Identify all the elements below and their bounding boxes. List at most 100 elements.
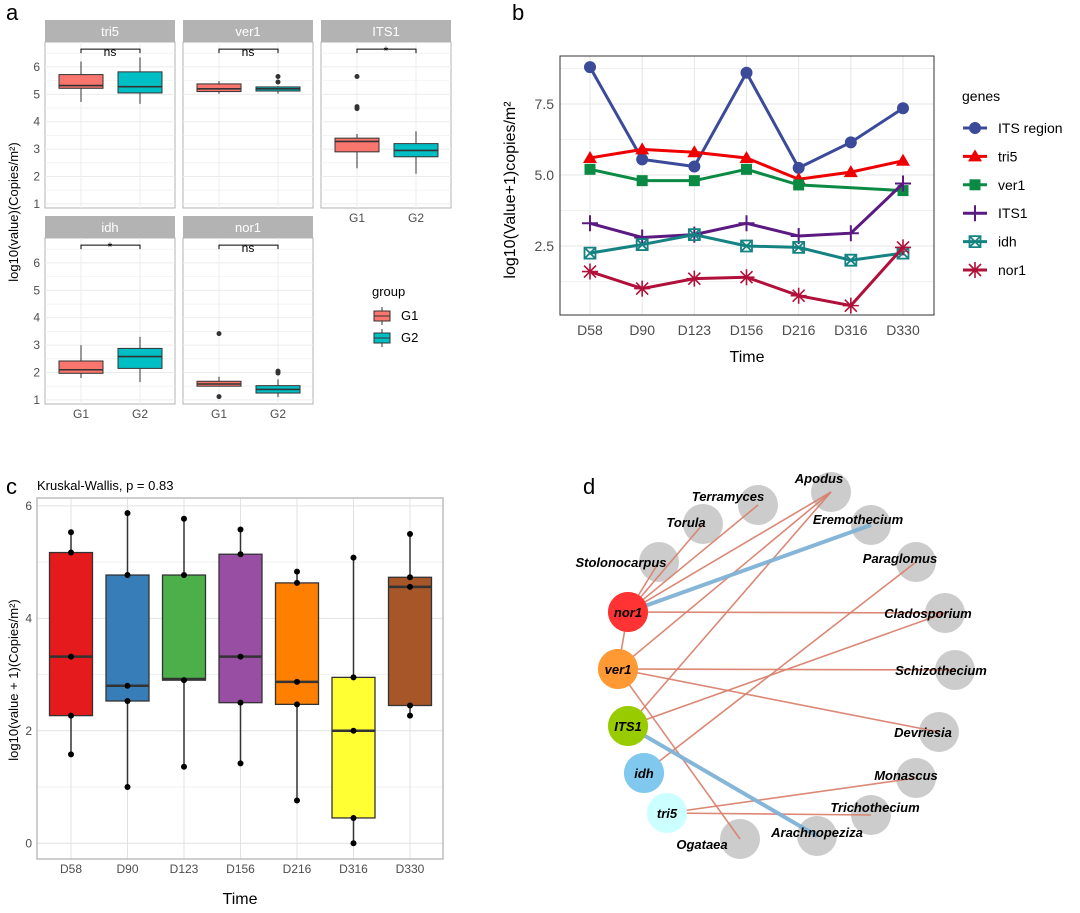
edge-tri5-monascus <box>666 777 917 814</box>
facet-strip <box>183 216 313 238</box>
gene-node-ver1 <box>598 649 638 689</box>
box <box>196 83 242 93</box>
panel-a-y-axis-title: log10(value)(Copies/m²) <box>6 142 21 281</box>
node-label: Stolonocarpus <box>575 555 666 570</box>
y-tick-label: 1 <box>33 197 40 211</box>
series-line <box>589 167 904 193</box>
facet-strip-label: ver1 <box>235 24 260 39</box>
significance-bracket <box>356 48 417 54</box>
data-point <box>407 574 413 581</box>
data-point <box>181 677 187 684</box>
data-point <box>583 246 597 260</box>
facet-plot-area <box>44 237 176 405</box>
x-tick-label: D330 <box>886 322 920 338</box>
panel-a-faceted-boxplot: log10(value)(Copies/m²) group G1 G2 tri5… <box>6 20 452 421</box>
edge-nor1-cladosporium <box>627 611 946 614</box>
y-tick-label: 2.5 <box>535 238 555 254</box>
x-tick-label: D216 <box>283 862 312 876</box>
gene-node-idh <box>624 753 664 793</box>
gene-node-tri5 <box>647 793 687 833</box>
data-point <box>739 150 754 163</box>
y-tick-label: 1 <box>33 393 40 407</box>
data-point <box>844 253 858 267</box>
legend-key-marker <box>967 262 983 278</box>
x-tick-label: D216 <box>782 322 816 338</box>
node-labels: nor1 ver1 ITS1 idh tri5 Ogataea Arachnopeziza T… <box>575 471 987 852</box>
legend-label: tri5 <box>998 148 1018 164</box>
box-G2 <box>117 336 163 383</box>
box-D316 <box>331 554 376 847</box>
box-G2 <box>255 368 301 398</box>
data-point <box>350 674 357 681</box>
facet-strip-label: nor1 <box>235 220 261 235</box>
x-tick-label: D90 <box>629 322 655 338</box>
data-point <box>584 163 596 175</box>
panel-c-boxplot: Kruskal-Wallis, p = 0.83 log10(value + 1… <box>6 478 444 908</box>
data-point <box>792 241 806 254</box>
legend-key-marker <box>968 235 982 248</box>
data-point <box>68 653 74 660</box>
data-point <box>740 239 753 253</box>
box-G2 <box>117 57 163 104</box>
y-tick-label: 5.0 <box>535 167 555 183</box>
significance-label: * <box>384 44 389 58</box>
data-point <box>294 701 300 708</box>
significance-bracket <box>218 244 279 250</box>
x-tick-label: G2 <box>132 407 148 421</box>
significance-bracket <box>80 48 141 54</box>
significance-bracket <box>218 48 279 54</box>
facet-ITS1: ITS1 G1 G2 * <box>320 20 452 225</box>
outlier-point <box>275 370 281 376</box>
panel-label-c: c <box>6 474 17 499</box>
series-nor1: nor1 <box>582 239 1026 314</box>
data-point <box>181 572 187 579</box>
data-point <box>583 150 597 163</box>
facet-plot-area <box>320 41 452 209</box>
y-tick-label: 6 <box>33 60 40 74</box>
node-label: idh <box>634 766 654 781</box>
outlier-point <box>354 106 360 112</box>
data-point <box>688 160 701 173</box>
y-tick-label: 3 <box>33 142 40 156</box>
panel-label-b: b <box>512 0 524 25</box>
box <box>331 676 376 819</box>
panel-c-x-axis-title: Time <box>223 891 258 908</box>
box-G1 <box>334 74 380 169</box>
data-point <box>407 530 413 537</box>
box-G1 <box>58 61 104 102</box>
y-tick-label: 6 <box>25 499 32 513</box>
data-point <box>350 727 357 734</box>
edge-nor1-terramyces <box>627 504 759 613</box>
panel-label-a: a <box>6 0 19 25</box>
data-point <box>237 760 244 767</box>
x-tick-label: G1 <box>73 407 89 421</box>
data-point <box>688 175 700 187</box>
data-point <box>738 215 755 232</box>
box-D216 <box>274 568 320 804</box>
data-point <box>407 712 413 719</box>
box <box>218 553 263 704</box>
x-tick-label: D156 <box>226 862 255 876</box>
gene-nodes-top <box>598 592 687 833</box>
data-point <box>582 263 598 280</box>
outlier-point <box>354 74 360 80</box>
x-tick-label: G1 <box>349 211 365 225</box>
data-point <box>294 579 300 586</box>
data-point <box>582 215 598 232</box>
data-point <box>740 66 753 79</box>
legend-label: idh <box>998 234 1017 250</box>
data-point <box>686 270 703 287</box>
outlier-point <box>275 74 281 80</box>
node-label: Arachnopeziza <box>770 825 863 840</box>
facet-tri5: tri5 1 2 3 4 5 6 ns <box>33 20 176 211</box>
facet-strip <box>45 216 175 238</box>
x-tick-label: D156 <box>730 322 764 338</box>
node-label: Torula <box>666 515 705 530</box>
y-tick-label: 2 <box>33 169 40 183</box>
data-point <box>68 549 74 556</box>
data-point <box>634 229 651 246</box>
node-label: Ogataea <box>676 837 727 852</box>
data-point <box>68 712 74 719</box>
edge-its1-arachnopeziza <box>626 724 819 838</box>
y-tick-label: 4 <box>33 311 40 325</box>
